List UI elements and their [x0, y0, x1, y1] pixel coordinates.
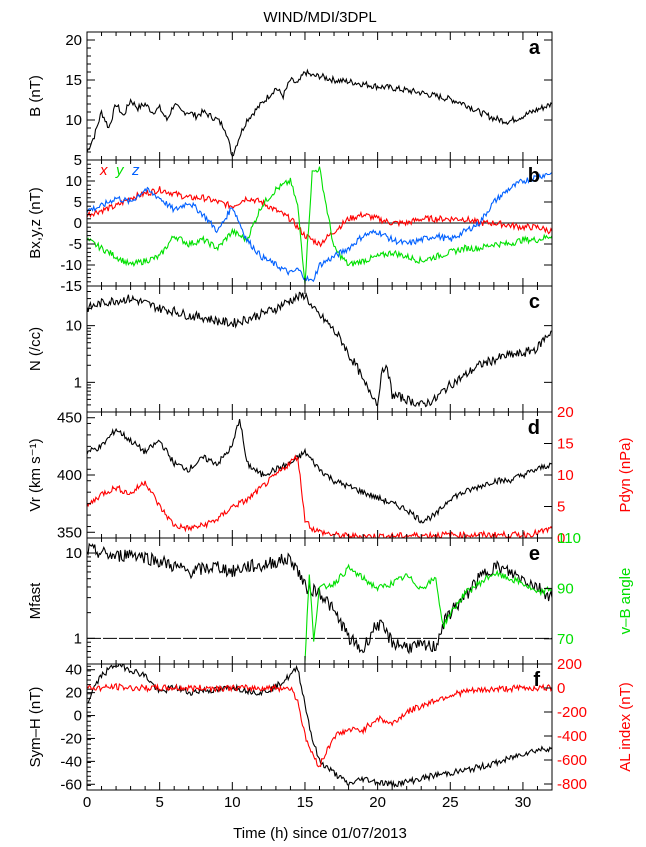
y-tick-label: 10: [65, 173, 82, 190]
y-tick-label: 350: [57, 524, 82, 541]
panel-letter-c: c: [529, 291, 540, 313]
y-tick-label: 15: [65, 72, 82, 89]
x-tick-label: 25: [442, 794, 459, 811]
right-y-tick-label: -400: [557, 728, 587, 745]
component-label-z: z: [131, 162, 140, 179]
right-axis-label-f: AL index (nT): [617, 682, 634, 771]
panel-d: 350 400 450 Vr (km s⁻¹) 0 5 10 15 20 Pdyn (nPa) d: [27, 404, 634, 547]
right-y-tick-label: 70: [557, 631, 574, 648]
right-y-tick-label: 110: [557, 530, 581, 547]
y-tick-label: 20: [65, 685, 82, 702]
series-line-d-vr: [87, 418, 552, 524]
right-y-tick-label: -800: [557, 776, 587, 793]
panel-letter-d: d: [528, 417, 540, 439]
y-axis-label-d: Vr (km s⁻¹): [27, 438, 44, 511]
x-tick-label: 5: [155, 794, 163, 811]
series-line-e-v-b-angle: [304, 563, 552, 662]
right-y-tick-label: 0: [557, 530, 565, 547]
right-y-tick-label: 90: [557, 580, 574, 597]
right-y-tick-label: -200: [557, 704, 587, 721]
series-line-b-z: [87, 172, 552, 283]
x-tick-label: 0: [83, 794, 91, 811]
panel-frame-c: [86, 285, 553, 413]
panel-frame-d: [86, 411, 553, 539]
series-line-f-sym-h: [87, 664, 552, 789]
right-y-tick-label: 10: [557, 467, 574, 484]
y-axis-label-c: N (/cc): [27, 327, 44, 371]
series-line-f-al-index: [87, 682, 552, 768]
y-tick-label: 1: [74, 374, 82, 391]
figure-title: WIND/MDI/3DPL: [263, 9, 376, 26]
series-line-d-pdyn: [87, 454, 552, 538]
panel-letter-f: f: [533, 669, 540, 691]
right-axis-label-e: v–B angle: [617, 568, 634, 635]
panel-frame-e: [86, 537, 553, 665]
y-tick-label: -20: [60, 730, 82, 747]
panel-frame-a: [86, 31, 553, 161]
y-tick-label: 40: [65, 662, 82, 679]
right-y-tick-label: 5: [557, 499, 565, 516]
x-tick-label: 20: [369, 794, 386, 811]
panel-b: -15 -10 -5 0 5 10 Bx,y,z (nT) b x y z: [27, 159, 553, 295]
y-axis-label-f: Sym–H (nT): [27, 687, 44, 768]
y-axis-label-e: Mfast: [27, 582, 44, 620]
y-tick-label: -5: [69, 236, 82, 253]
right-y-tick-label: -600: [557, 752, 587, 769]
panel-letter-e: e: [529, 543, 540, 565]
panel-frame-f: [86, 663, 553, 791]
panel-letter-a: a: [529, 37, 541, 59]
y-tick-label: 5: [74, 152, 82, 169]
y-tick-label: 20: [65, 32, 82, 49]
series-line-e-mfast: [87, 542, 552, 655]
y-tick-label: 450: [57, 410, 82, 427]
y-tick-label: 10: [65, 545, 82, 562]
x-tick-label: 15: [297, 794, 314, 811]
series-line-b-x: [87, 186, 552, 248]
right-y-tick-label: 200: [557, 656, 582, 673]
series-line-c-0: [87, 291, 552, 408]
y-tick-label: 10: [65, 318, 82, 335]
y-axis-label-b: Bx,y,z (nT): [27, 187, 44, 258]
y-tick-label: 400: [57, 467, 82, 484]
y-tick-label: 0: [74, 215, 82, 232]
x-axis-label: Time (h) since 01/07/2013: [233, 825, 407, 842]
panel-a: 5 10 15 20 B (nT) a: [27, 31, 553, 169]
y-tick-label: -40: [60, 753, 82, 770]
y-tick-label: 5: [74, 194, 82, 211]
series-line-b-y: [87, 166, 552, 284]
x-tick-label: 30: [515, 794, 532, 811]
right-y-tick-label: 0: [557, 680, 565, 697]
series-line-a-0: [87, 68, 552, 157]
right-axis-label-d: Pdyn (nPa): [617, 437, 634, 512]
panel-letter-b: b: [528, 165, 540, 187]
component-label-y: y: [115, 162, 125, 179]
component-label-x: x: [99, 162, 108, 179]
right-y-tick-label: 20: [557, 404, 574, 421]
y-tick-label: 1: [74, 630, 82, 647]
y-axis-label-a: B (nT): [27, 75, 44, 117]
y-tick-label: -15: [60, 278, 82, 295]
right-y-tick-label: 15: [557, 436, 574, 453]
y-tick-label: -60: [60, 776, 82, 793]
y-tick-label: -10: [60, 257, 82, 274]
x-tick-label: 10: [224, 794, 241, 811]
panel-c: 1 10 N (/cc) c: [27, 285, 553, 413]
y-tick-label: 10: [65, 112, 82, 129]
y-tick-label: 0: [74, 708, 82, 725]
